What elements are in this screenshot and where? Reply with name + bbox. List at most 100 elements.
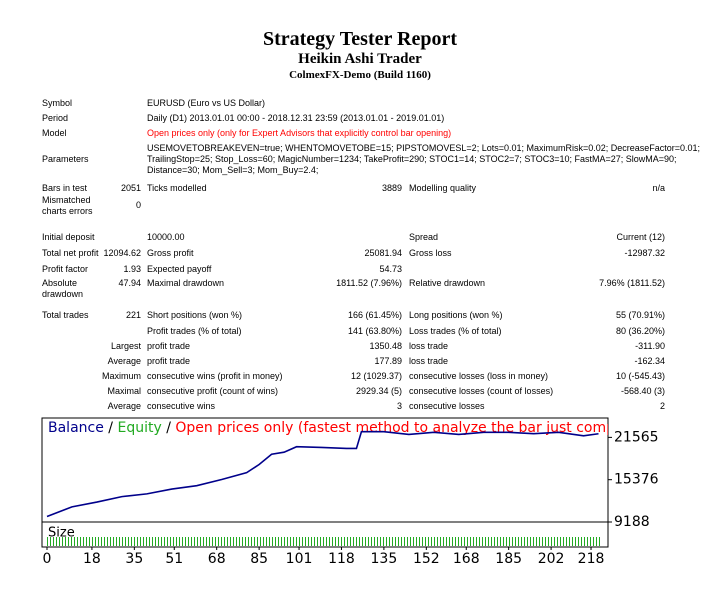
x-tick-label: 218 [578,551,605,567]
x-tick-label: 18 [83,551,101,567]
value: 1.93 [123,264,141,274]
value: 2051 [120,183,141,193]
label: consecutive wins (profit in money) [147,371,283,381]
row-label: Total net profit [42,248,99,258]
x-tick-label: 101 [286,551,313,567]
label: Gross profit [147,248,194,258]
label: Ticks modelled [147,183,207,193]
label: Gross loss [409,248,452,258]
row-text: 10000.00 [147,232,185,242]
report-subtitle: Heikin Ashi Trader [298,51,422,67]
server: ColmexFX-Demo (Build 1160) [289,69,431,81]
label: consecutive losses (count of losses) [409,386,554,396]
x-tick-label: 185 [495,551,522,567]
x-tick-label: 51 [165,551,183,567]
value: n/a [652,183,665,193]
row-label: Model [42,128,67,138]
legend-item: / [166,420,171,436]
value: Average [107,401,141,411]
value: 25081.94 [364,248,402,258]
value: 2929.34 (5) [355,386,402,396]
row-label: Symbol [42,98,73,108]
label: Modelling quality [409,183,477,193]
value: Largest [110,341,141,351]
value: 7.96% (1811.52) [599,278,665,288]
value: 221 [125,310,141,320]
label: Spread [409,232,439,242]
value: 10 (-545.43) [615,371,665,381]
row-text: Daily (D1) 2013.01.01 00:00 - 2018.12.31… [147,113,445,123]
x-tick-label: 35 [125,551,143,567]
row-text: USEMOVETOBREAKEVEN=true; WHENTOMOVETOBE=… [147,143,701,153]
row-label: Bars in test [42,183,88,193]
label: Relative drawdown [409,278,486,288]
label: consecutive losses [409,401,485,411]
label: profit trade [147,341,191,351]
value: 54.73 [379,264,402,274]
value: Maximum [101,371,141,381]
value: 141 (63.80%) [347,326,402,336]
report-title: Strategy Tester Report [262,28,458,50]
label: Maximal drawdown [147,278,225,288]
label: Short positions (won %) [147,310,243,320]
x-tick-label: 68 [208,551,226,567]
row-text: Distance=30; Mom_Sell=3; Mom_Buy=2.4; [147,165,319,175]
row-text: EURUSD (Euro vs US Dollar) [147,98,266,108]
row-label: Absolute drawdown [42,278,84,299]
value: 47.94 [118,278,141,288]
row-label: Period [42,113,69,123]
value: 12 (1029.37) [350,371,402,381]
row-label: Parameters [42,154,89,164]
label: loss trade [409,356,449,366]
value: Average [107,356,141,366]
legend-item: Balance [48,420,104,436]
label: Loss trades (% of total) [409,326,502,336]
y-tick-label: 21565 [614,429,659,445]
x-tick-label: 152 [413,551,440,567]
value: -12987.32 [624,248,665,258]
value: 12094.62 [103,248,141,258]
value: 3889 [381,183,402,193]
legend-item: Equity [117,420,161,436]
value: 1350.48 [369,341,402,351]
value: 80 (36.20%) [615,326,665,336]
label: consecutive wins [147,401,216,411]
row-text: Open prices only (only for Expert Adviso… [147,128,452,138]
row-label: Mismatched charts errors [42,195,93,216]
value: 55 (70.91%) [615,310,665,320]
value: Current (12) [616,232,665,242]
label: consecutive profit (count of wins) [147,386,279,396]
size-bars [47,537,602,546]
value: 166 (61.45%) [347,310,402,320]
y-tick-label: 9188 [614,514,650,530]
value: 1811.52 (7.96%) [336,278,402,288]
x-tick-label: 0 [43,551,52,567]
legend: Balance / Equity / Open prices only (fas… [48,420,720,436]
x-tick-label: 85 [250,551,268,567]
value: -162.34 [634,356,665,366]
row-label: Initial deposit [42,232,95,242]
label: Profit trades (% of total) [147,326,242,336]
row-text: TrailingStop=25; Stop_Loss=60; MagicNumb… [147,154,677,164]
x-tick-label: 202 [538,551,565,567]
label: loss trade [409,341,449,351]
value: 0 [135,200,141,210]
chart-frame [41,417,609,523]
value: 177.89 [374,356,402,366]
value: 2 [659,401,665,411]
x-tick-label: 168 [453,551,480,567]
x-tick-label: 118 [328,551,355,567]
value: 3 [396,401,402,411]
row-label: Total trades [42,310,89,320]
x-tick-label: 135 [371,551,398,567]
label: profit trade [147,356,191,366]
value: -311.90 [635,341,665,351]
value: Maximal [107,386,141,396]
legend-item: / [108,420,113,436]
balance-line [46,430,599,518]
y-tick-label: 15376 [614,472,659,488]
value: -568.40 (3) [620,386,665,396]
label: consecutive losses (loss in money) [409,371,549,381]
